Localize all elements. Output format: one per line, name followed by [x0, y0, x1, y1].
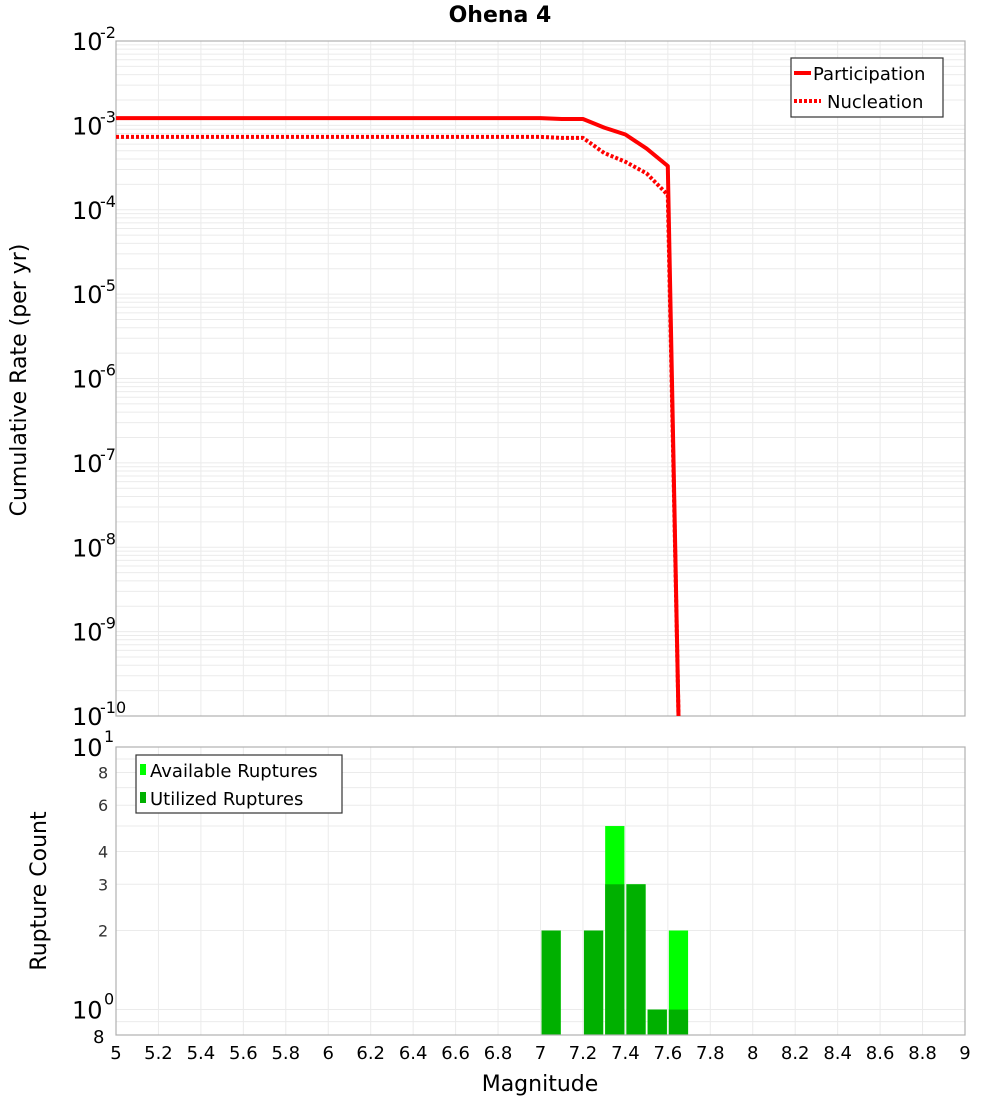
- svg-text:6: 6: [98, 796, 108, 815]
- svg-text:10: 10: [72, 281, 103, 309]
- svg-text:6.6: 6.6: [441, 1043, 470, 1064]
- svg-text:9: 9: [959, 1043, 970, 1064]
- svg-text:7.2: 7.2: [569, 1043, 598, 1064]
- svg-text:5.2: 5.2: [144, 1043, 173, 1064]
- svg-text:10: 10: [72, 619, 103, 647]
- svg-text:-10: -10: [100, 698, 126, 717]
- svg-text:5.8: 5.8: [271, 1043, 300, 1064]
- utilized-bar: [647, 1009, 667, 1035]
- svg-text:8.2: 8.2: [781, 1043, 810, 1064]
- svg-text:8.4: 8.4: [823, 1043, 852, 1064]
- svg-text:5.6: 5.6: [229, 1043, 258, 1064]
- svg-text:5.4: 5.4: [187, 1043, 216, 1064]
- top-y-axis-label: Cumulative Rate (per yr): [7, 244, 32, 517]
- svg-text:1: 1: [104, 727, 114, 746]
- svg-text:8: 8: [747, 1043, 758, 1064]
- svg-text:8: 8: [98, 763, 108, 782]
- svg-text:10: 10: [72, 997, 103, 1025]
- svg-text:-2: -2: [100, 23, 116, 42]
- svg-text:-8: -8: [100, 529, 116, 548]
- bottom-legend: Available Ruptures Utilized Ruptures: [135, 754, 343, 814]
- nucleation-line: [116, 134, 681, 717]
- participation-line: [116, 116, 681, 717]
- utilized-bar: [541, 930, 561, 1035]
- svg-text:-9: -9: [100, 614, 116, 633]
- bottom-chart-bars: [541, 826, 689, 1035]
- svg-text:8: 8: [93, 1027, 104, 1048]
- x-axis-label: Magnitude: [482, 1072, 599, 1097]
- top-legend: Participation Nucleation: [790, 57, 944, 118]
- bottom-y-axis-label: Rupture Count: [27, 811, 52, 971]
- svg-text:-6: -6: [100, 361, 116, 380]
- svg-text:10: 10: [72, 112, 103, 140]
- svg-text:8.6: 8.6: [866, 1043, 895, 1064]
- top-chart-grid: [116, 41, 966, 717]
- utilized-bar: [668, 1009, 689, 1035]
- svg-text:7: 7: [535, 1043, 546, 1064]
- top-chart-lines: [116, 116, 681, 717]
- top-y-axis-ticks: 10-210-310-410-510-610-710-810-910-10: [72, 23, 126, 731]
- svg-text:2: 2: [98, 922, 108, 941]
- available-bar: [668, 930, 689, 1035]
- utilized-bar: [626, 884, 646, 1035]
- available-legend-swatch: [140, 764, 146, 775]
- utilized-bar: [583, 930, 604, 1035]
- svg-text:10: 10: [72, 366, 103, 394]
- bottom-plot-frame: [115, 746, 966, 1036]
- x-axis-ticks: 5 5.2 5.4 5.6 5.8 6 6.2 6.4 6.6 6.8 7 7.2 7.4 7.6 7.8 8…: [110, 1043, 970, 1064]
- utilized-legend-swatch: [140, 792, 146, 803]
- svg-text:10: 10: [72, 734, 103, 762]
- legend-available: Available Ruptures: [150, 761, 318, 782]
- svg-text:6.2: 6.2: [356, 1043, 385, 1064]
- svg-text:3: 3: [98, 875, 108, 894]
- svg-text:10: 10: [72, 197, 103, 225]
- svg-text:10: 10: [72, 534, 103, 562]
- svg-text:6: 6: [323, 1043, 334, 1064]
- svg-text:6.4: 6.4: [399, 1043, 428, 1064]
- legend-nucleation: Nucleation: [827, 92, 923, 113]
- svg-text:5: 5: [110, 1043, 121, 1064]
- top-plot-frame: [115, 40, 966, 717]
- chart-title: Ohena 4: [449, 3, 552, 28]
- utilized-bar: [605, 884, 625, 1035]
- svg-text:0: 0: [104, 990, 114, 1009]
- svg-text:10: 10: [72, 28, 103, 56]
- svg-text:10: 10: [72, 450, 103, 478]
- legend-participation: Participation: [813, 64, 925, 85]
- svg-text:8.8: 8.8: [908, 1043, 937, 1064]
- svg-text:7.6: 7.6: [654, 1043, 683, 1064]
- svg-text:4: 4: [98, 842, 108, 861]
- svg-text:7.4: 7.4: [611, 1043, 640, 1064]
- legend-utilized: Utilized Ruptures: [150, 789, 303, 810]
- svg-text:6.8: 6.8: [484, 1043, 513, 1064]
- svg-text:-7: -7: [100, 445, 116, 464]
- svg-text:-4: -4: [100, 192, 116, 211]
- svg-text:7.8: 7.8: [696, 1043, 725, 1064]
- svg-text:-5: -5: [100, 276, 116, 295]
- svg-text:-3: -3: [100, 107, 116, 126]
- svg-text:10: 10: [72, 703, 103, 731]
